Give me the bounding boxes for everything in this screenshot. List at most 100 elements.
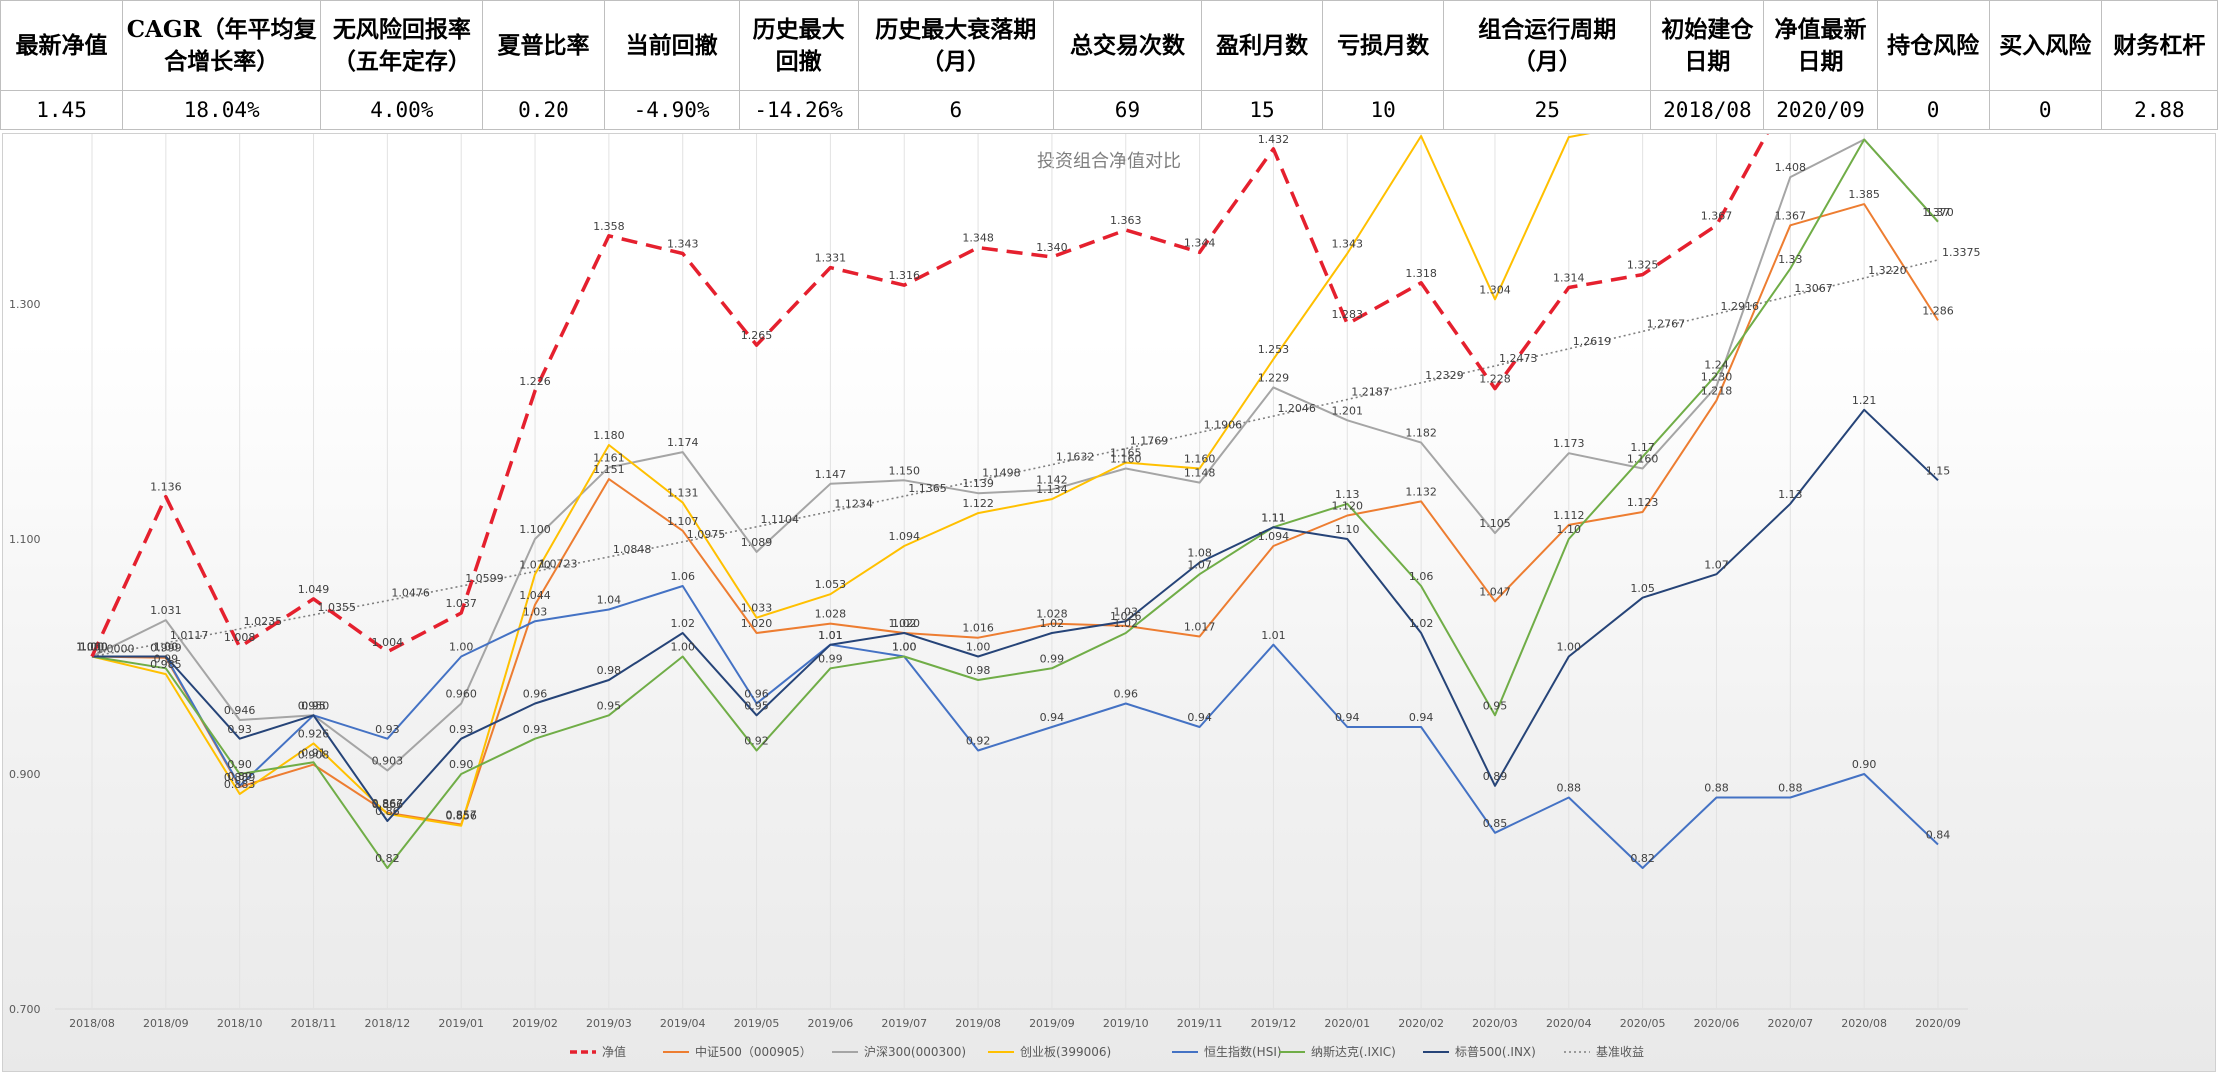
- data-label: 0.889: [224, 771, 256, 784]
- data-label: 1.228: [1479, 373, 1511, 386]
- data-label: 0.93: [523, 723, 548, 736]
- data-label: 1.343: [667, 237, 699, 250]
- data-label: 1.02: [892, 617, 917, 630]
- data-label: 1.180: [593, 429, 625, 442]
- data-label: 1.06: [1409, 570, 1434, 583]
- metric-header-line: 合增长率）: [164, 47, 280, 75]
- data-label: 1.00: [892, 641, 917, 654]
- data-label: 1.385: [1848, 188, 1880, 201]
- data-label: 1.0599: [465, 572, 504, 585]
- data-label: 0.93: [227, 723, 252, 736]
- series-line: [91, 138, 1939, 869]
- data-label: 1.00: [449, 641, 474, 654]
- metric-header: 历史最大 回撤: [738, 0, 859, 91]
- data-label: 0.857: [445, 809, 477, 822]
- x-tick-label: 2018/08: [69, 1017, 115, 1030]
- data-label: 0.93: [449, 723, 474, 736]
- data-label: 0.84: [1926, 829, 1951, 842]
- data-label: 1.24: [1704, 359, 1729, 372]
- metric-header-line: CAGR（年平均复: [126, 15, 317, 43]
- data-label: 1.44: [1852, 134, 1877, 137]
- data-label: 1.004: [372, 636, 404, 649]
- data-label: 1.2187: [1351, 386, 1390, 399]
- data-label: 0.99: [1040, 652, 1065, 665]
- metric-header: 历史最大衰落期 （月）: [857, 0, 1054, 91]
- metric-header-line: 当前回撤: [625, 31, 718, 59]
- legend: 净值 中证500（000905） 沪深300(000300) 创业板(399006) 恒…: [570, 1044, 1644, 1059]
- metric-header: 总交易次数: [1052, 0, 1203, 91]
- data-label: 1.265: [741, 329, 773, 342]
- metric-value: 0: [1876, 90, 1990, 130]
- data-label: 1.0723: [539, 558, 578, 571]
- data-label: 1.3067: [1794, 282, 1833, 295]
- metric-header: 持仓风险: [1876, 0, 1990, 91]
- data-label: 1.148: [1184, 467, 1216, 480]
- data-label: 0.95: [301, 699, 326, 712]
- data-label: 1.0848: [613, 543, 652, 556]
- data-label: 1.2619: [1573, 335, 1612, 348]
- data-label: 1.283: [1332, 308, 1364, 321]
- metric-value: -14.26%: [738, 90, 859, 130]
- series-line: [91, 138, 1939, 772]
- data-label: 0.926: [298, 727, 330, 740]
- data-label: 1.017: [1184, 621, 1216, 634]
- data-label: 1.000: [76, 641, 108, 654]
- data-label: 1.17: [1630, 441, 1655, 454]
- metric-value: 1.45: [0, 90, 124, 130]
- data-label: 0.999: [150, 642, 182, 655]
- data-label: 1.008: [224, 631, 256, 644]
- data-label: 0.90: [449, 758, 474, 771]
- chart-area: 投资组合净值对比 0.7000.9001.1001.3001.5001.7001…: [2, 133, 2216, 1072]
- data-label: 1.020: [888, 617, 920, 630]
- y-tick-label: 0.900: [9, 768, 41, 781]
- data-label: 1.343: [1332, 237, 1364, 250]
- metric-header-line: 日期: [1797, 47, 1844, 75]
- legend-label: 净值: [602, 1044, 626, 1059]
- metric-header-line: （月）: [921, 47, 991, 75]
- x-tick-label: 2019/04: [660, 1017, 706, 1030]
- data-label: 1.226: [519, 375, 551, 388]
- data-label: 1.00: [670, 641, 695, 654]
- data-label: 1.1906: [1204, 419, 1243, 432]
- metric-value: -4.90%: [603, 90, 740, 130]
- metric-value: 2.88: [2100, 90, 2218, 130]
- data-label: 0.89: [1483, 770, 1508, 783]
- legend-label: 恒生指数(HSI): [1204, 1044, 1282, 1059]
- data-label: 0.95: [744, 699, 769, 712]
- data-label: 0.82: [375, 852, 400, 865]
- data-label: 1.0476: [391, 587, 430, 600]
- x-tick-label: 2019/08: [955, 1017, 1001, 1030]
- data-label: 1.037: [445, 597, 477, 610]
- data-label: 0.96: [523, 688, 548, 701]
- data-label: 1.000: [76, 641, 108, 654]
- data-label: 1.367: [1775, 209, 1807, 222]
- data-label: 1.2329: [1425, 369, 1464, 382]
- metric-header-line: 夏普比率: [497, 31, 590, 59]
- data-label: 1.1632: [1056, 451, 1095, 464]
- metrics-value-row: 1.45 18.04% 4.00% 0.20 -4.90% -14.26% 6 69 15 10 2…: [0, 90, 2218, 130]
- metric-header-line: 财务杠杆: [2113, 31, 2206, 59]
- data-label: 0.98: [966, 664, 991, 677]
- data-label: 0.96: [744, 688, 769, 701]
- x-tick-label: 2018/11: [291, 1017, 337, 1030]
- data-label: 1.131: [667, 487, 699, 500]
- x-tick-label: 2020/07: [1767, 1017, 1813, 1030]
- data-label: 1.07: [1187, 558, 1212, 571]
- data-label: 1.286: [1922, 304, 1954, 317]
- data-label: 1.094: [1258, 530, 1290, 543]
- x-tick-label: 2020/08: [1841, 1017, 1887, 1030]
- data-label: 0.92: [966, 735, 991, 748]
- x-tick-label: 2020/03: [1472, 1017, 1518, 1030]
- data-label: 0.89: [227, 770, 252, 783]
- data-label: 1.02: [670, 617, 695, 630]
- metric-header: 当前回撤: [603, 0, 740, 91]
- data-label: 1.053: [815, 578, 847, 591]
- data-label: 0.93: [375, 723, 400, 736]
- data-label: 0.88: [1778, 782, 1803, 795]
- metric-value: 10: [1322, 90, 1445, 130]
- data-label: 1.0355: [318, 601, 357, 614]
- x-tick-label: 2018/09: [143, 1017, 189, 1030]
- legend-label: 纳斯达克(.IXIC): [1311, 1045, 1396, 1059]
- data-label: 1.120: [1332, 500, 1364, 513]
- data-label: 0.88: [1557, 782, 1582, 795]
